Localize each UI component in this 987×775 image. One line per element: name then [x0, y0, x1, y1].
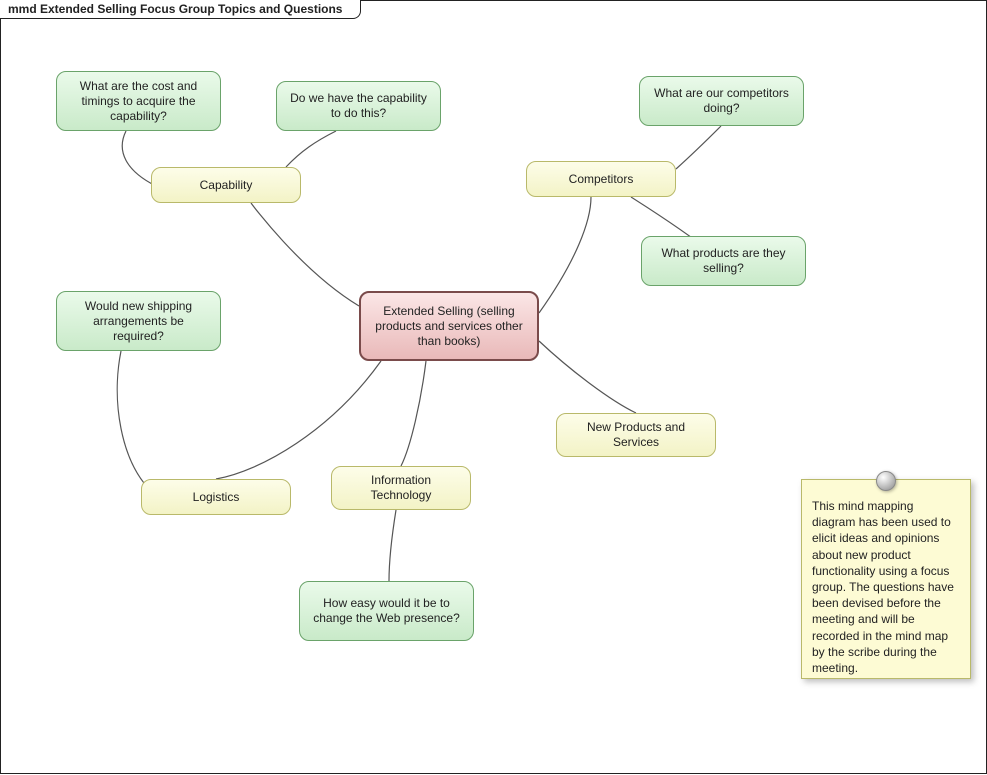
node-cap-cost-label: What are the cost and timings to acquire…: [67, 79, 210, 124]
node-comp-products[interactable]: What products are they selling?: [641, 236, 806, 286]
node-cap-cost[interactable]: What are the cost and timings to acquire…: [56, 71, 221, 131]
node-newprod-label: New Products and Services: [567, 420, 705, 450]
edge-central-logistics: [216, 361, 381, 479]
node-cap-do-label: Do we have the capability to do this?: [287, 91, 430, 121]
edge-capability-do: [286, 131, 336, 167]
edge-central-competitors: [539, 197, 591, 313]
sticky-note-text: This mind mapping diagram has been used …: [812, 499, 954, 675]
node-comp-doing[interactable]: What are our competitors doing?: [639, 76, 804, 126]
node-infotech-label: Information Technology: [342, 473, 460, 503]
node-central[interactable]: Extended Selling (selling products and s…: [359, 291, 539, 361]
edge-competitors-doing: [676, 126, 721, 169]
node-logistics-label: Logistics: [193, 490, 240, 505]
diagram-title: mmd Extended Selling Focus Group Topics …: [0, 0, 361, 19]
edge-infotech-web: [389, 510, 396, 581]
node-it-web[interactable]: How easy would it be to change the Web p…: [299, 581, 474, 641]
node-logistics[interactable]: Logistics: [141, 479, 291, 515]
edge-logistics-shipping: [117, 351, 151, 491]
node-competitors[interactable]: Competitors: [526, 161, 676, 197]
node-capability-label: Capability: [200, 178, 253, 193]
sticky-note[interactable]: This mind mapping diagram has been used …: [801, 479, 971, 679]
diagram-frame: mmd Extended Selling Focus Group Topics …: [0, 0, 987, 774]
node-competitors-label: Competitors: [569, 172, 634, 187]
node-comp-products-label: What products are they selling?: [652, 246, 795, 276]
edge-central-newprod: [539, 341, 636, 413]
node-capability[interactable]: Capability: [151, 167, 301, 203]
node-comp-doing-label: What are our competitors doing?: [650, 86, 793, 116]
node-newprod[interactable]: New Products and Services: [556, 413, 716, 457]
pin-icon: [876, 471, 896, 491]
node-infotech[interactable]: Information Technology: [331, 466, 471, 510]
edge-central-capability: [251, 203, 359, 306]
node-central-label: Extended Selling (selling products and s…: [371, 304, 527, 349]
edge-central-infotech: [401, 361, 426, 466]
node-log-shipping[interactable]: Would new shipping arrangements be requi…: [56, 291, 221, 351]
node-log-shipping-label: Would new shipping arrangements be requi…: [67, 299, 210, 344]
node-it-web-label: How easy would it be to change the Web p…: [310, 596, 463, 626]
node-cap-do[interactable]: Do we have the capability to do this?: [276, 81, 441, 131]
